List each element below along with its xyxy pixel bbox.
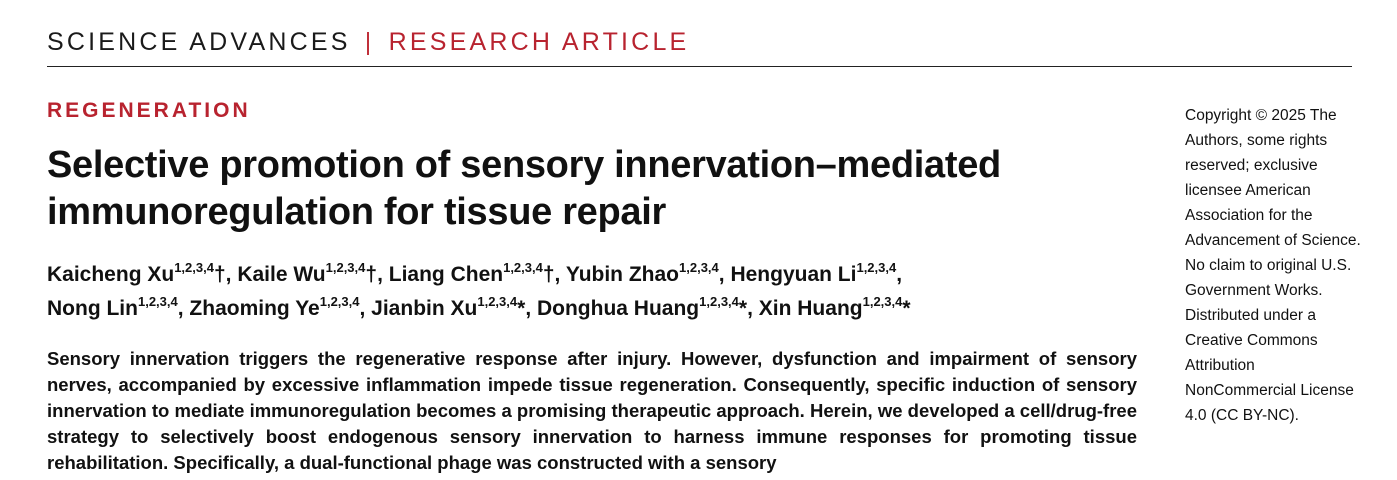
article-title: Selective promotion of sensory innervati… xyxy=(47,144,1001,233)
author[interactable]: Kaile Wu1,2,3,4†, xyxy=(237,260,389,286)
author[interactable]: Kaicheng Xu1,2,3,4†, xyxy=(47,260,238,286)
journal-header: SCIENCE ADVANCES | RESEARCH ARTICLE xyxy=(47,26,1352,67)
journal-name: SCIENCE ADVANCES xyxy=(47,28,351,56)
author[interactable]: Xin Huang1,2,3,4* xyxy=(758,294,911,320)
author[interactable]: Jianbin Xu1,2,3,4*, xyxy=(371,294,537,320)
author[interactable]: Donghua Huang1,2,3,4*, xyxy=(536,294,759,320)
author[interactable]: Yubin Zhao1,2,3,4, xyxy=(565,260,731,286)
section-label: REGENERATION xyxy=(47,99,251,122)
header-separator: | xyxy=(364,28,375,56)
copyright-notice: Copyright © 2025 The Authors, some right… xyxy=(1185,107,1361,424)
author[interactable]: Nong Lin1,2,3,4, xyxy=(47,294,190,320)
author[interactable]: Hengyuan Li1,2,3,4, xyxy=(730,260,903,286)
author[interactable]: Liang Chen1,2,3,4†, xyxy=(388,260,566,286)
journal-banner: SCIENCE ADVANCES | RESEARCH ARTICLE xyxy=(47,28,689,57)
article-type: RESEARCH ARTICLE xyxy=(388,28,690,56)
author-list: Kaicheng Xu1,2,3,4†, Kaile Wu1,2,3,4†, L… xyxy=(47,258,1147,326)
author[interactable]: Zhaoming Ye1,2,3,4, xyxy=(189,294,372,320)
abstract-text: Sensory innervation triggers the regener… xyxy=(47,348,1137,473)
